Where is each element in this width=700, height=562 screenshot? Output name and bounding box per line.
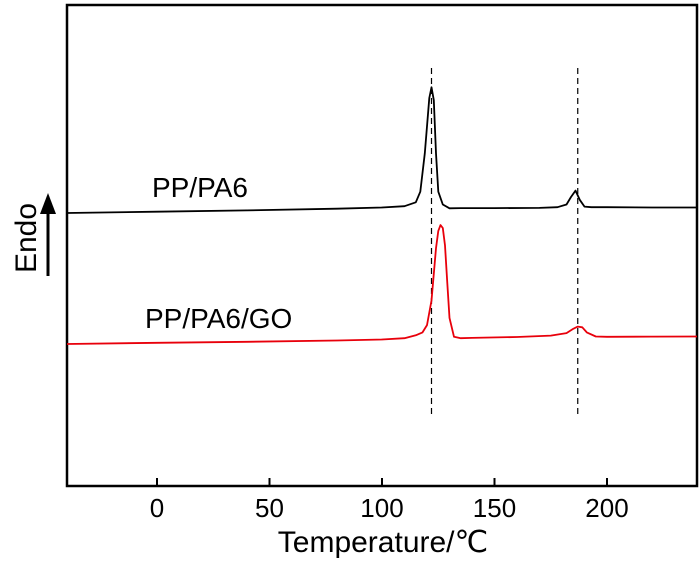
x-tick-label: 150	[473, 493, 516, 523]
plot-frame	[65, 3, 699, 488]
x-tick-label: 0	[150, 493, 164, 523]
y-axis-title: Endo	[10, 203, 43, 273]
series-lines	[66, 86, 698, 345]
endo-arrow-icon	[40, 193, 56, 276]
series-label-pp-pa6: PP/PA6	[152, 172, 248, 203]
x-tick-label: 100	[360, 493, 403, 523]
series-label-pp-pa6-go: PP/PA6/GO	[145, 303, 292, 334]
x-axis-title: Temperature/℃	[278, 526, 488, 559]
x-tick-label: 200	[585, 493, 628, 523]
x-tick-label: 50	[255, 493, 284, 523]
plot-area	[65, 3, 699, 488]
series-line-pp-pa6	[66, 86, 697, 214]
x-axis-ticks: 0 50 100 150 200	[150, 478, 629, 523]
reference-lines	[430, 68, 579, 415]
series-line-pp-pa6-go	[66, 224, 698, 345]
